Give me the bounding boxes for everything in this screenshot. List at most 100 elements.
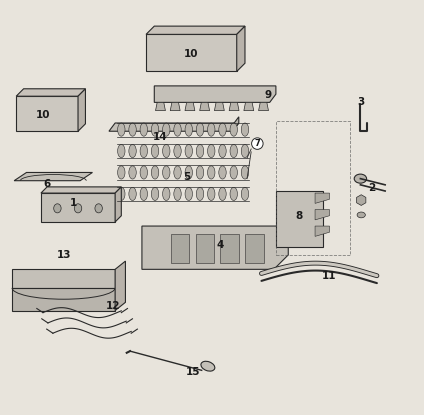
- Polygon shape: [16, 96, 78, 131]
- Ellipse shape: [207, 144, 215, 158]
- Ellipse shape: [162, 123, 170, 136]
- Polygon shape: [215, 103, 224, 111]
- Ellipse shape: [241, 166, 249, 179]
- Polygon shape: [315, 210, 329, 220]
- Polygon shape: [245, 234, 264, 263]
- Ellipse shape: [219, 123, 226, 136]
- Text: 10: 10: [36, 110, 50, 120]
- Polygon shape: [146, 34, 237, 71]
- Polygon shape: [195, 234, 214, 263]
- Text: 6: 6: [44, 179, 51, 189]
- Polygon shape: [315, 193, 329, 203]
- Text: 13: 13: [56, 250, 71, 260]
- Text: 1: 1: [70, 198, 78, 208]
- Polygon shape: [156, 103, 165, 111]
- Ellipse shape: [219, 166, 226, 179]
- Text: 11: 11: [322, 271, 337, 281]
- Polygon shape: [16, 89, 86, 96]
- Text: 8: 8: [295, 211, 302, 221]
- Ellipse shape: [174, 123, 181, 136]
- Polygon shape: [185, 103, 195, 111]
- Polygon shape: [237, 26, 245, 71]
- Ellipse shape: [196, 187, 204, 200]
- Ellipse shape: [140, 187, 148, 200]
- Ellipse shape: [219, 144, 226, 158]
- Ellipse shape: [230, 144, 237, 158]
- Ellipse shape: [185, 144, 192, 158]
- Polygon shape: [12, 288, 115, 310]
- Ellipse shape: [140, 166, 148, 179]
- Ellipse shape: [207, 187, 215, 200]
- Ellipse shape: [162, 144, 170, 158]
- Text: 7: 7: [254, 139, 260, 148]
- Ellipse shape: [185, 123, 192, 136]
- Ellipse shape: [201, 361, 215, 371]
- Ellipse shape: [151, 187, 159, 200]
- Polygon shape: [14, 173, 92, 181]
- Polygon shape: [170, 103, 180, 111]
- Ellipse shape: [151, 123, 159, 136]
- Polygon shape: [146, 26, 245, 34]
- Polygon shape: [233, 117, 239, 131]
- Ellipse shape: [151, 166, 159, 179]
- Polygon shape: [315, 226, 329, 237]
- Text: 14: 14: [153, 132, 168, 142]
- Ellipse shape: [151, 144, 159, 158]
- Ellipse shape: [129, 166, 136, 179]
- Polygon shape: [41, 187, 121, 193]
- Ellipse shape: [230, 123, 237, 136]
- Polygon shape: [109, 123, 239, 131]
- Polygon shape: [12, 269, 115, 288]
- Text: 4: 4: [217, 240, 224, 250]
- Polygon shape: [220, 234, 239, 263]
- Polygon shape: [276, 191, 324, 247]
- Ellipse shape: [357, 212, 365, 218]
- Ellipse shape: [241, 123, 249, 136]
- Polygon shape: [41, 193, 115, 222]
- Ellipse shape: [185, 187, 192, 200]
- Polygon shape: [115, 261, 126, 310]
- Polygon shape: [154, 86, 276, 103]
- Polygon shape: [142, 226, 288, 269]
- Polygon shape: [78, 89, 86, 131]
- Ellipse shape: [230, 187, 237, 200]
- Text: 5: 5: [184, 171, 191, 182]
- Ellipse shape: [207, 123, 215, 136]
- Ellipse shape: [140, 123, 148, 136]
- Ellipse shape: [129, 144, 136, 158]
- Text: 9: 9: [264, 90, 271, 100]
- Ellipse shape: [196, 123, 204, 136]
- Ellipse shape: [117, 166, 125, 179]
- Polygon shape: [200, 103, 209, 111]
- Polygon shape: [171, 234, 190, 263]
- Ellipse shape: [185, 166, 192, 179]
- Ellipse shape: [117, 144, 125, 158]
- Ellipse shape: [162, 187, 170, 200]
- Ellipse shape: [162, 166, 170, 179]
- Text: 15: 15: [186, 367, 201, 377]
- Ellipse shape: [196, 144, 204, 158]
- Polygon shape: [244, 103, 254, 111]
- Polygon shape: [115, 187, 121, 222]
- Text: 10: 10: [184, 49, 198, 59]
- Ellipse shape: [354, 174, 367, 183]
- Ellipse shape: [174, 166, 181, 179]
- Text: 12: 12: [106, 300, 120, 310]
- Ellipse shape: [140, 144, 148, 158]
- Ellipse shape: [129, 123, 136, 136]
- Polygon shape: [229, 103, 239, 111]
- Ellipse shape: [174, 144, 181, 158]
- Ellipse shape: [54, 204, 61, 213]
- Ellipse shape: [117, 187, 125, 200]
- Ellipse shape: [129, 187, 136, 200]
- Text: 2: 2: [368, 183, 376, 193]
- Ellipse shape: [95, 204, 102, 213]
- Ellipse shape: [241, 144, 249, 158]
- Ellipse shape: [174, 187, 181, 200]
- Ellipse shape: [207, 166, 215, 179]
- Polygon shape: [259, 103, 268, 111]
- Ellipse shape: [196, 166, 204, 179]
- Ellipse shape: [117, 123, 125, 136]
- Text: 3: 3: [357, 98, 365, 107]
- Ellipse shape: [219, 187, 226, 200]
